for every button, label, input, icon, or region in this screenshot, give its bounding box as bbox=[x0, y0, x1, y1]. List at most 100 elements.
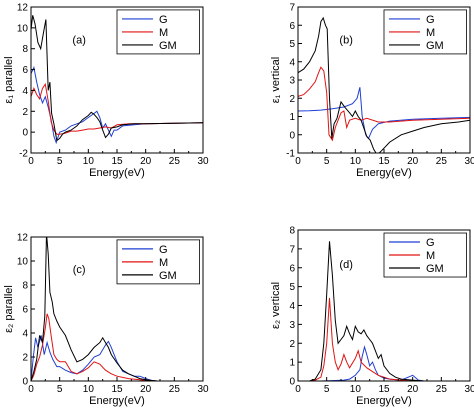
x-tick-label: 20 bbox=[407, 384, 419, 395]
chart-panel-3: 0 5 10 15 20 25 30 0 2 4 6 8 10 12 Energy(eV) ε₂ parall… bbox=[3, 233, 209, 408]
y-tick-label: 8 bbox=[22, 281, 28, 292]
x-tick-label: 0 bbox=[28, 384, 34, 395]
y-tick-label: 0 bbox=[22, 128, 28, 139]
x-axis-title: Energy(eV) bbox=[89, 395, 145, 407]
series-line-g bbox=[31, 65, 203, 145]
series-line-gm bbox=[31, 237, 203, 381]
panel-label: (d) bbox=[339, 259, 352, 271]
y-tick-label: -1 bbox=[286, 149, 295, 160]
legend-label-m: M bbox=[159, 257, 168, 269]
y-tick-label: 2 bbox=[22, 353, 28, 364]
y-tick-label: 0 bbox=[22, 377, 28, 388]
x-tick-label: 30 bbox=[464, 156, 474, 167]
y-tick-label: 10 bbox=[17, 257, 29, 268]
panel-label: (c) bbox=[73, 264, 86, 276]
x-tick-label: 20 bbox=[407, 156, 419, 167]
x-tick-label: 20 bbox=[140, 156, 152, 167]
y-tick-label: 5 bbox=[289, 282, 295, 293]
legend-label-m: M bbox=[426, 250, 435, 262]
legend-label-gm: GM bbox=[159, 270, 177, 282]
legend-label-g: G bbox=[159, 14, 168, 26]
legend-label-g: G bbox=[426, 14, 435, 26]
series-line-g bbox=[298, 87, 470, 140]
x-axis-title: Energy(eV) bbox=[356, 167, 412, 179]
y-tick-label: 7 bbox=[289, 3, 295, 14]
series-line-g bbox=[298, 345, 470, 381]
y-tick-label: 10 bbox=[17, 23, 29, 34]
legend-label-m: M bbox=[426, 27, 435, 39]
y-tick-label: 6 bbox=[22, 305, 28, 316]
x-tick-label: 25 bbox=[436, 156, 448, 167]
legend-label-g: G bbox=[159, 244, 168, 256]
x-tick-label: 10 bbox=[83, 384, 95, 395]
x-tick-label: 0 bbox=[295, 156, 301, 167]
series-line-m bbox=[298, 66, 470, 142]
y-tick-label: 1 bbox=[289, 358, 295, 369]
series-line-gm bbox=[31, 15, 203, 142]
x-axis-title: Energy(eV) bbox=[356, 395, 412, 407]
x-tick-label: 30 bbox=[464, 384, 474, 395]
x-tick-label: 15 bbox=[111, 384, 123, 395]
x-tick-label: 5 bbox=[57, 156, 63, 167]
x-tick-label: 10 bbox=[350, 384, 362, 395]
x-tick-label: 15 bbox=[111, 156, 123, 167]
y-tick-label: 8 bbox=[22, 44, 28, 55]
y-tick-label: 2 bbox=[289, 94, 295, 105]
legend-label-gm: GM bbox=[426, 40, 444, 52]
x-tick-label: 0 bbox=[295, 384, 301, 395]
y-tick-label: 0 bbox=[289, 130, 295, 141]
y-tick-label: 1 bbox=[289, 112, 295, 123]
x-tick-label: 25 bbox=[169, 384, 181, 395]
y-tick-label: 7 bbox=[289, 244, 295, 255]
y-tick-label: 6 bbox=[289, 21, 295, 32]
series-line-gm bbox=[298, 241, 470, 381]
x-tick-label: 30 bbox=[197, 384, 209, 395]
panel-label: (b) bbox=[339, 35, 352, 47]
x-tick-label: 0 bbox=[28, 156, 34, 167]
y-tick-label: 5 bbox=[289, 39, 295, 50]
y-tick-label: 12 bbox=[17, 233, 29, 244]
x-tick-label: 10 bbox=[83, 156, 95, 167]
legend-label-gm: GM bbox=[426, 263, 444, 275]
series-line-gm bbox=[298, 16, 470, 153]
y-tick-label: 6 bbox=[22, 65, 28, 76]
x-tick-label: 5 bbox=[324, 384, 330, 395]
y-axis-title: ε₁ vertical bbox=[270, 57, 282, 104]
y-tick-label: 4 bbox=[289, 301, 295, 312]
y-tick-label: 3 bbox=[289, 320, 295, 331]
x-tick-label: 15 bbox=[378, 156, 390, 167]
y-tick-label: 12 bbox=[17, 3, 29, 14]
x-tick-label: 25 bbox=[169, 156, 181, 167]
legend-label-m: M bbox=[159, 27, 168, 39]
y-axis-title: ε₁ parallel bbox=[3, 56, 15, 103]
panel-label: (a) bbox=[72, 35, 85, 47]
y-tick-label: 6 bbox=[289, 263, 295, 274]
y-axis-title: ε₂ vertical bbox=[270, 282, 282, 329]
x-tick-label: 5 bbox=[57, 384, 63, 395]
legend-label-g: G bbox=[426, 237, 435, 249]
y-tick-label: 3 bbox=[289, 76, 295, 87]
y-tick-label: 0 bbox=[289, 377, 295, 388]
y-tick-label: 2 bbox=[22, 107, 28, 118]
series-line-m bbox=[31, 82, 203, 135]
chart-panel-4: 0 5 10 15 20 25 30 0 1 2 3 4 5 6 7 8 Energy(eV) ε₂ vertic… bbox=[270, 226, 474, 408]
y-tick-label: -2 bbox=[19, 149, 28, 160]
y-tick-label: 2 bbox=[289, 339, 295, 350]
series-line-m bbox=[31, 313, 203, 381]
y-axis-title: ε₂ parallel bbox=[3, 285, 15, 333]
y-tick-label: 8 bbox=[289, 226, 295, 237]
x-tick-label: 10 bbox=[350, 156, 362, 167]
x-tick-label: 15 bbox=[378, 384, 390, 395]
x-axis-title: Energy(eV) bbox=[89, 167, 145, 179]
y-tick-label: 4 bbox=[289, 57, 295, 68]
x-tick-label: 20 bbox=[140, 384, 152, 395]
x-tick-label: 5 bbox=[324, 156, 330, 167]
legend-label-gm: GM bbox=[159, 40, 177, 52]
